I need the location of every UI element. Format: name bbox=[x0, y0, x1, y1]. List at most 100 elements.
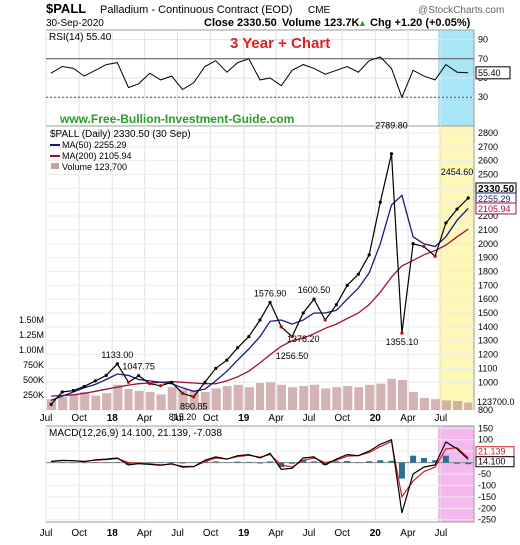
volume-bar bbox=[146, 392, 155, 410]
price-tick-label: 1600 bbox=[478, 294, 498, 304]
volume-legend: Volume 123,700 bbox=[62, 162, 127, 172]
price-tick-label: 1000 bbox=[478, 377, 498, 387]
annotation-title: 3 Year + Chart bbox=[230, 35, 330, 52]
price-point bbox=[192, 395, 195, 398]
macd-last-value: 14.100 bbox=[478, 457, 506, 467]
price-tick-label: 1900 bbox=[478, 253, 498, 263]
price-annotation: 1378.20 bbox=[287, 334, 320, 344]
rsi-tick-label: 30 bbox=[478, 92, 488, 102]
x-tick-label: Oct bbox=[203, 413, 219, 424]
volume-bar bbox=[266, 382, 275, 410]
x-tick-label: Apr bbox=[268, 528, 284, 539]
price-annotation: 1047.75 bbox=[122, 362, 155, 372]
macd-legend: MACD(12,26,9) 14.100, 21.139, -7.038 bbox=[49, 428, 222, 439]
volume-bar bbox=[332, 387, 341, 410]
x-tick-label: 19 bbox=[238, 413, 250, 424]
macd-histogram-bar bbox=[366, 461, 372, 462]
price-point bbox=[433, 255, 436, 258]
volume-bar bbox=[256, 383, 264, 410]
volume-bar bbox=[234, 385, 243, 410]
volume-tick-label: 250K bbox=[23, 390, 44, 400]
price-point bbox=[324, 318, 327, 321]
volume-bar bbox=[212, 388, 221, 410]
volume-bar bbox=[245, 387, 254, 410]
price-tick-label: 2800 bbox=[478, 128, 498, 138]
volume-bar bbox=[168, 387, 177, 410]
macd-last-value: 21.139 bbox=[478, 447, 506, 457]
macd-histogram-bar bbox=[465, 463, 471, 465]
price-point bbox=[170, 381, 173, 384]
price-last-value: 2105.94 bbox=[478, 204, 511, 214]
macd-histogram-bar bbox=[289, 463, 295, 464]
x-tick-label: Apr bbox=[400, 528, 416, 539]
ma50-legend: MA(50) 2255.29 bbox=[62, 140, 127, 150]
macd-tick-label: -200 bbox=[478, 503, 496, 513]
price-annotation: 1256.50 bbox=[276, 351, 309, 361]
price-point bbox=[225, 359, 228, 362]
price-point bbox=[181, 392, 184, 395]
x-tick-label: Oct bbox=[334, 413, 350, 424]
macd-histogram-bar bbox=[311, 461, 317, 462]
volume-bar bbox=[442, 400, 451, 410]
grid-lines bbox=[46, 30, 474, 522]
x-tick-label: Jul bbox=[303, 413, 316, 424]
volume-bar bbox=[420, 398, 429, 410]
volume-tick-label: 1.25M bbox=[19, 330, 44, 340]
macd-tick-label: 100 bbox=[478, 435, 493, 445]
price-point bbox=[335, 303, 338, 306]
price-point bbox=[49, 403, 52, 406]
price-tick-label: 2000 bbox=[478, 239, 498, 249]
volume-bar bbox=[102, 393, 111, 410]
price-annotation: 2789.80 bbox=[375, 120, 408, 130]
macd-tick-label: -250 bbox=[478, 515, 496, 525]
price-tick-label: 2500 bbox=[478, 169, 498, 179]
chart-symbol: $PALL bbox=[46, 1, 86, 16]
volume-tick-label: 1.00M bbox=[19, 345, 44, 355]
volume-tick-label: 750K bbox=[23, 360, 44, 370]
chart-instrument-name: Palladium - Continuous Contract (EOD) bbox=[100, 4, 293, 16]
price-tick-label: 2100 bbox=[478, 225, 498, 235]
price-point bbox=[72, 389, 75, 392]
volume-label: Volume 123.7K bbox=[282, 17, 359, 29]
price-point bbox=[116, 362, 119, 365]
watermark: @StockCharts.com bbox=[418, 5, 504, 16]
volume-bar bbox=[288, 387, 297, 410]
x-tick-label: Apr bbox=[268, 413, 284, 424]
price-annotation: 2454.60 bbox=[441, 167, 474, 177]
macd-histogram-bar bbox=[180, 463, 186, 464]
macd-histogram-bar bbox=[421, 458, 427, 463]
price-point bbox=[280, 325, 283, 328]
price-point bbox=[94, 379, 97, 382]
volume-bar bbox=[387, 379, 395, 410]
rsi-legend: RSI(14) 55.40 bbox=[49, 32, 112, 43]
price-point bbox=[148, 382, 151, 385]
price-point bbox=[368, 253, 371, 256]
price-point bbox=[159, 384, 162, 387]
volume-bar bbox=[135, 391, 144, 410]
price-tick-label: 1400 bbox=[478, 322, 498, 332]
close-label: Close 2330.50 bbox=[204, 17, 277, 29]
x-tick-label: Oct bbox=[71, 413, 87, 424]
volume-bar bbox=[431, 399, 440, 410]
x-tick-label: Oct bbox=[203, 528, 219, 539]
chart-date: 30-Sep-2020 bbox=[46, 18, 104, 29]
x-tick-label: 18 bbox=[107, 413, 119, 424]
volume-bar bbox=[376, 384, 385, 410]
volume-bar bbox=[398, 380, 407, 410]
price-point bbox=[258, 318, 261, 321]
macd-tick-label: -100 bbox=[478, 480, 496, 490]
volume-bar bbox=[80, 392, 89, 410]
macd-signal-line bbox=[51, 442, 468, 497]
chart-exchange: CME bbox=[308, 5, 331, 16]
macd-tick-label: 150 bbox=[478, 423, 493, 433]
price-annotation: 890.85 bbox=[180, 401, 208, 411]
volume-bar bbox=[321, 388, 330, 410]
rsi-tick-label: 90 bbox=[478, 35, 488, 45]
macd-histogram-bar bbox=[355, 463, 361, 464]
macd-histogram-bar bbox=[454, 463, 460, 464]
macd-histogram-bar bbox=[443, 456, 449, 463]
price-point bbox=[214, 367, 217, 370]
volume-bar bbox=[113, 385, 122, 410]
volume-bar bbox=[157, 394, 166, 410]
